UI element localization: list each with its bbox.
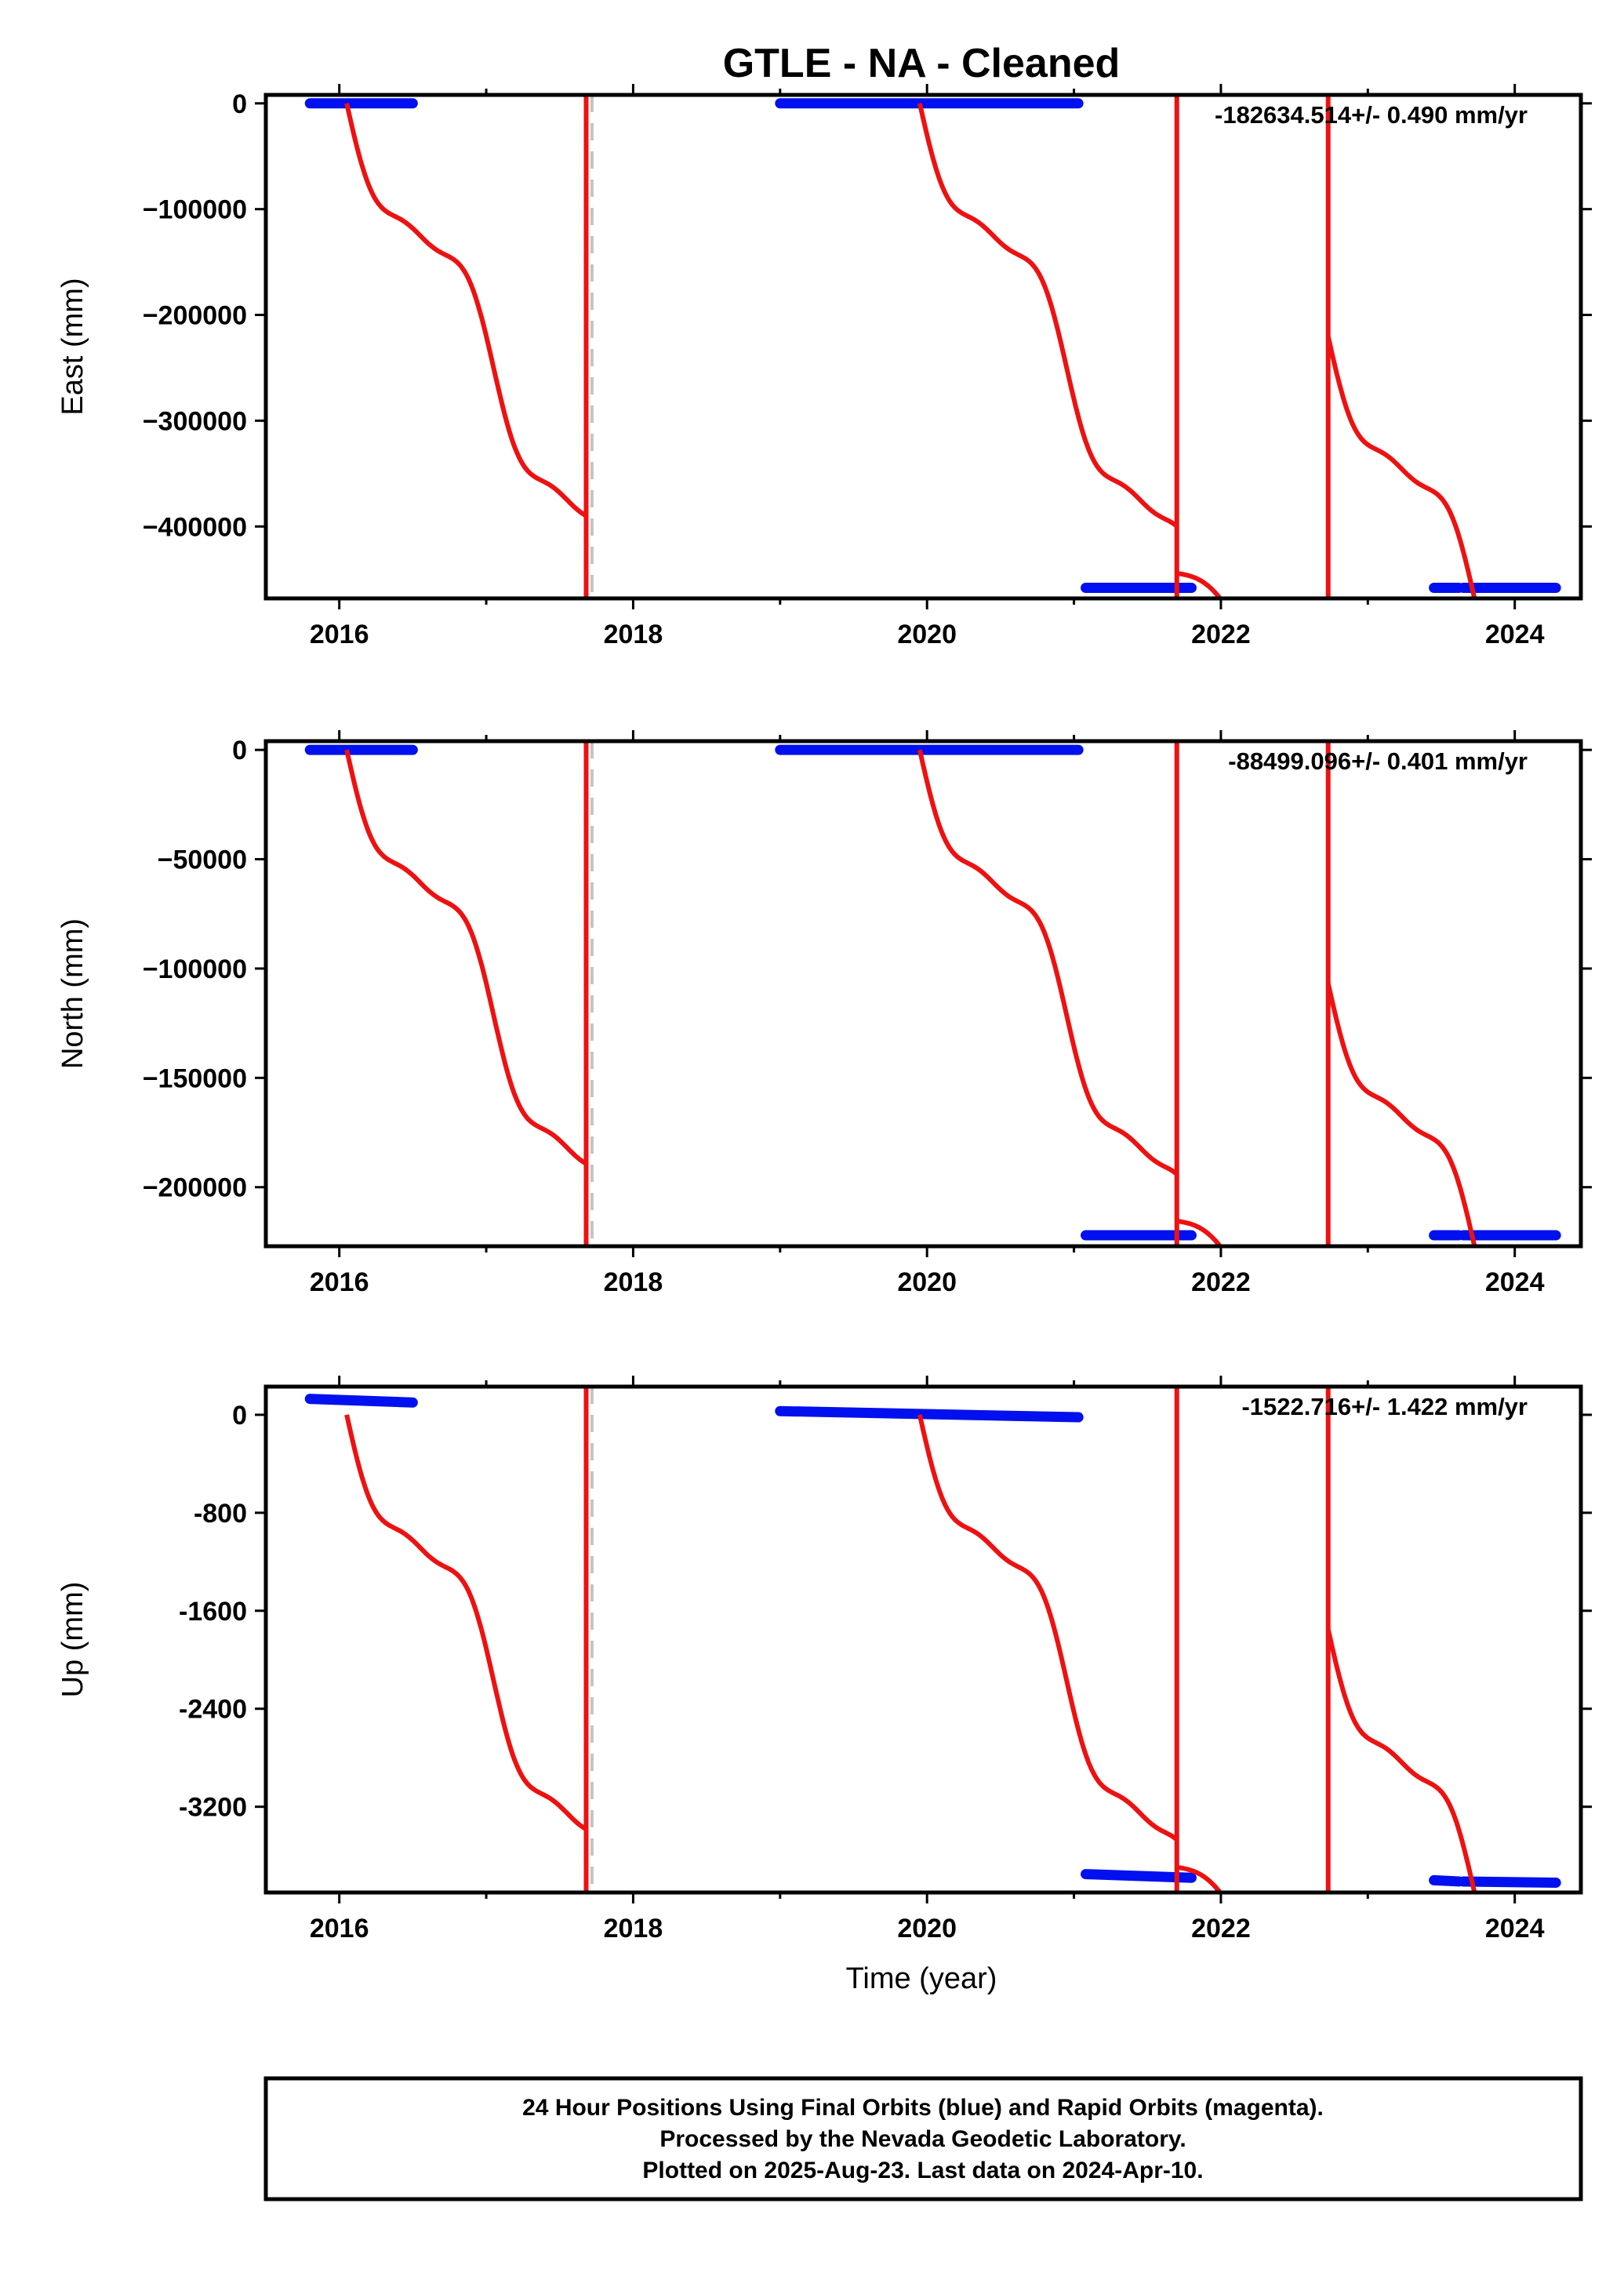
x-tick-label: 2022 bbox=[1191, 1267, 1251, 1297]
model-curve-1 bbox=[344, 749, 588, 1166]
footer-line-3: Plotted on 2025-Aug-23. Last data on 202… bbox=[642, 2158, 1203, 2183]
y-tick-label: −50000 bbox=[158, 845, 247, 875]
y-tick-label: −200000 bbox=[143, 301, 247, 331]
y-tick-label: −100000 bbox=[143, 195, 247, 225]
x-tick-label: 2022 bbox=[1191, 620, 1251, 649]
y-tick-label: −150000 bbox=[143, 1063, 247, 1093]
x-axis-label: Time (year) bbox=[846, 1962, 997, 1995]
footer-line-2: Processed by the Nevada Geodetic Laborat… bbox=[659, 2126, 1186, 2152]
y-tick-label: −200000 bbox=[143, 1173, 247, 1203]
model-curve-1 bbox=[344, 1414, 588, 1831]
panel-3: 2016 2018 2020 2022 2024 0 -800 -1600 -2400 -3200… bbox=[56, 1376, 1592, 1943]
y-tick-label: −400000 bbox=[143, 512, 247, 542]
y-tick-label: 0 bbox=[232, 1401, 247, 1431]
plot-frame bbox=[263, 1384, 1583, 1895]
model-curve-4 bbox=[1325, 983, 1477, 1246]
rate-annotation: -1522.716+/- 1.422 mm/yr bbox=[1241, 1393, 1528, 1420]
y-tick-label: -800 bbox=[194, 1499, 247, 1529]
plot-frame bbox=[263, 93, 1583, 601]
model-curve-3 bbox=[1176, 570, 1223, 598]
data-series-2 bbox=[775, 1405, 1084, 1423]
model-curve-3 bbox=[1176, 1864, 1223, 1892]
footer-box: 24 Hour Positions Using Final Orbits (bl… bbox=[263, 2076, 1583, 2201]
plot-frame bbox=[263, 739, 1583, 1249]
y-tick-label: -2400 bbox=[179, 1695, 247, 1725]
model-curve-4 bbox=[1325, 1628, 1477, 1892]
data-series-3 bbox=[1081, 1869, 1197, 1883]
chart-title: GTLE - NA - Cleaned bbox=[723, 41, 1121, 86]
x-tick-label: 2024 bbox=[1485, 1914, 1545, 1943]
rate-annotation: -182634.514+/- 0.490 mm/yr bbox=[1215, 101, 1528, 129]
model-curve-4 bbox=[1325, 336, 1477, 598]
y-axis-label: North (mm) bbox=[56, 918, 89, 1069]
x-tick-label: 2020 bbox=[897, 1914, 957, 1943]
x-tick-label: 2016 bbox=[310, 620, 369, 649]
x-tick-label: 2018 bbox=[604, 620, 663, 649]
y-tick-label: 0 bbox=[232, 736, 247, 765]
x-tick-label: 2018 bbox=[604, 1267, 663, 1297]
x-tick-label: 2020 bbox=[897, 620, 957, 649]
y-tick-label: −100000 bbox=[143, 954, 247, 984]
x-tick-label: 2020 bbox=[897, 1267, 957, 1297]
y-tick-label: -3200 bbox=[179, 1793, 247, 1823]
footer-line-1: 24 Hour Positions Using Final Orbits (bl… bbox=[522, 2095, 1324, 2121]
x-tick-label: 2024 bbox=[1485, 1267, 1545, 1297]
model-curve-2 bbox=[917, 1414, 1179, 1842]
x-tick-label: 2016 bbox=[310, 1914, 369, 1943]
y-axis-label: Up (mm) bbox=[56, 1582, 89, 1698]
data-series-1 bbox=[304, 1394, 418, 1408]
x-tick-label: 2018 bbox=[604, 1914, 663, 1943]
y-axis-label: East (mm) bbox=[56, 278, 89, 415]
x-tick-label: 2016 bbox=[310, 1267, 369, 1297]
model-curve-3 bbox=[1176, 1218, 1223, 1246]
panel-2: 2016 2018 2020 2022 2024 0 −50000 −100000 −15000… bbox=[56, 730, 1592, 1297]
data-series-5 bbox=[1458, 1876, 1561, 1889]
y-tick-label: 0 bbox=[232, 89, 247, 119]
data-series-4 bbox=[1429, 1874, 1464, 1887]
x-tick-label: 2024 bbox=[1485, 620, 1545, 649]
rate-annotation: -88499.096+/- 0.401 mm/yr bbox=[1228, 747, 1528, 775]
model-curve-2 bbox=[917, 749, 1179, 1176]
panel-1: 2016 2018 2020 2022 2024 0 −100000 −200000 −3000… bbox=[56, 84, 1592, 649]
y-tick-label: -1600 bbox=[179, 1597, 247, 1627]
model-curve-2 bbox=[917, 103, 1179, 529]
model-curve-1 bbox=[344, 103, 588, 518]
y-tick-label: −300000 bbox=[143, 406, 247, 436]
x-tick-label: 2022 bbox=[1191, 1914, 1251, 1943]
